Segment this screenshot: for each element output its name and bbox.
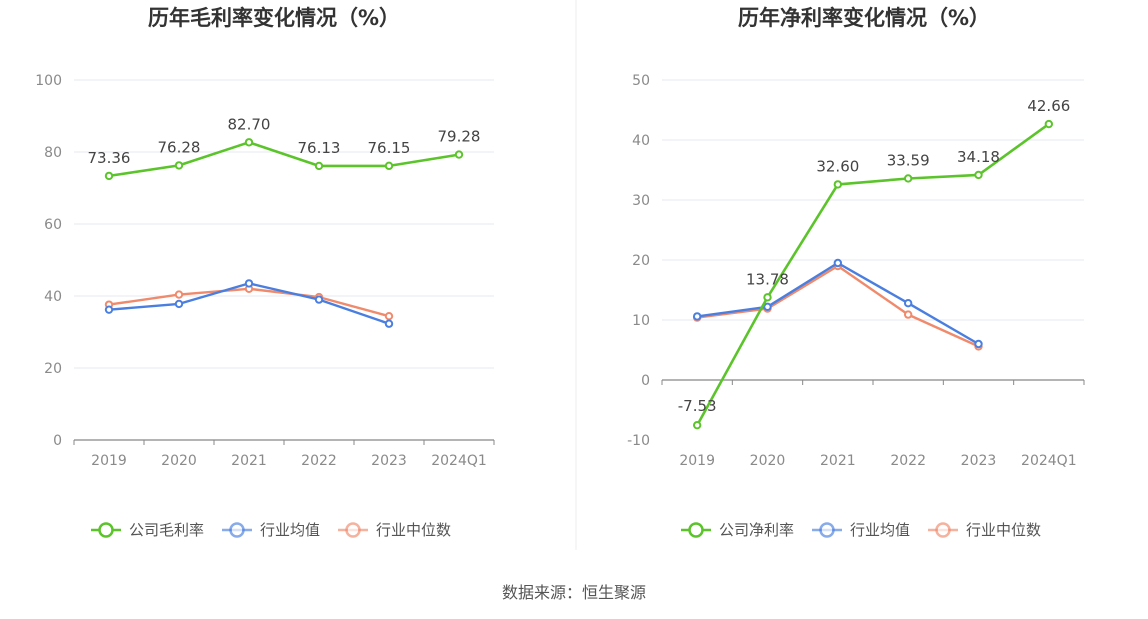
chart-title: 历年毛利率变化情况（%） (148, 6, 400, 30)
data-point-company (314, 161, 324, 171)
data-point-company (903, 174, 913, 183)
x-tick-label: 2024Q1 (431, 453, 487, 469)
data-point-company (692, 420, 702, 430)
legend-swatch-marker (688, 522, 704, 538)
series-line-company (696, 122, 1050, 426)
data-source-label: 数据来源：恒生聚源 (502, 583, 646, 602)
x-tick-label: 2022 (301, 453, 337, 469)
data-label: 73.36 (88, 149, 131, 167)
legend-swatch-marker (229, 522, 245, 538)
y-tick-label: -10 (627, 433, 650, 449)
x-tick-label: 2020 (750, 453, 786, 469)
series-line-company (108, 141, 460, 178)
y-tick-label: 40 (632, 133, 650, 149)
data-point-company (244, 138, 254, 147)
data-point-avg (763, 302, 772, 311)
y-tick-label: 40 (44, 289, 62, 305)
data-point-company (974, 170, 983, 180)
data-point-avg (104, 305, 114, 314)
data-point-avg (314, 295, 324, 304)
data-point-median (903, 310, 913, 319)
legend-label: 行业中位数 (966, 521, 1041, 539)
data-label: -7.53 (678, 397, 717, 415)
y-tick-label: 100 (35, 73, 62, 89)
chart-title: 历年净利率变化情况（%） (738, 6, 990, 30)
data-label: 33.59 (887, 151, 930, 169)
data-label: 76.15 (368, 139, 411, 157)
legend-label: 公司净利率 (719, 521, 794, 539)
x-tick-label: 2019 (679, 453, 715, 469)
legend-label: 行业中位数 (376, 521, 451, 539)
legend-label: 行业均值 (260, 521, 320, 539)
legend-label: 公司毛利率 (129, 521, 204, 539)
y-tick-label: 10 (632, 313, 650, 329)
legend-label: 行业均值 (850, 521, 910, 539)
legend-swatch-marker (935, 522, 951, 538)
series-line-median (697, 264, 979, 348)
y-tick-label: 0 (53, 433, 62, 449)
data-label: 76.13 (298, 139, 341, 157)
x-tick-label: 2023 (371, 453, 407, 469)
data-point-median (384, 311, 394, 321)
data-point-company (833, 180, 843, 189)
data-point-company (384, 161, 394, 171)
legend-swatch-marker (98, 522, 114, 538)
data-point-company (763, 293, 772, 302)
data-label: 76.28 (158, 138, 201, 156)
data-point-avg (244, 279, 254, 288)
x-tick-label: 2020 (161, 453, 197, 469)
data-label: 13.78 (746, 270, 789, 288)
data-point-avg (974, 339, 983, 349)
data-point-avg (384, 319, 394, 328)
data-label: 42.66 (1027, 97, 1070, 115)
data-point-company (174, 161, 184, 170)
data-label: 79.28 (438, 128, 481, 146)
data-point-avg (833, 258, 843, 268)
data-point-company (1044, 119, 1054, 129)
data-label: 34.18 (957, 148, 1000, 166)
data-point-avg (692, 312, 702, 321)
legend-swatch-marker (345, 522, 361, 538)
y-tick-label: 80 (44, 145, 62, 161)
series-line-avg (697, 261, 980, 346)
data-point-company (104, 171, 114, 181)
x-tick-label: 2021 (820, 453, 856, 469)
y-tick-label: 0 (641, 373, 650, 389)
y-tick-label: 30 (632, 193, 650, 209)
data-point-median (174, 290, 184, 299)
x-tick-label: 2019 (91, 453, 127, 469)
y-tick-label: 20 (632, 253, 650, 269)
y-tick-label: 60 (44, 217, 62, 233)
y-tick-label: 50 (632, 73, 650, 89)
legend-swatch-marker (819, 522, 835, 538)
x-tick-label: 2024Q1 (1021, 453, 1077, 469)
data-point-avg (903, 299, 913, 308)
data-label: 82.70 (228, 115, 271, 133)
x-tick-label: 2023 (961, 453, 997, 469)
data-point-avg (174, 299, 184, 309)
x-tick-label: 2021 (231, 453, 267, 469)
data-point-company (454, 150, 464, 159)
y-tick-label: 20 (44, 361, 62, 377)
x-tick-label: 2022 (890, 453, 926, 469)
data-label: 32.60 (816, 157, 859, 175)
